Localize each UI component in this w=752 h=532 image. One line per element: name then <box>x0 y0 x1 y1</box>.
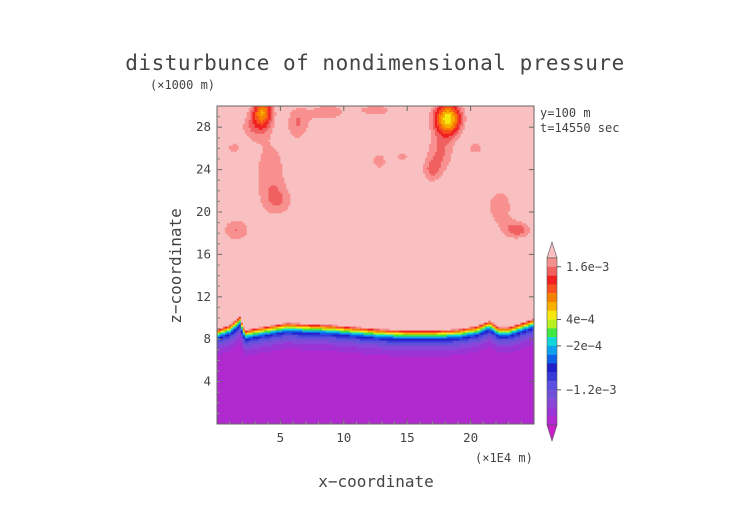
y-unit-label: (×1000 m) <box>150 78 215 92</box>
chart-title: disturbunce of nondimensional pressure <box>125 51 624 75</box>
plot-area <box>217 106 534 424</box>
